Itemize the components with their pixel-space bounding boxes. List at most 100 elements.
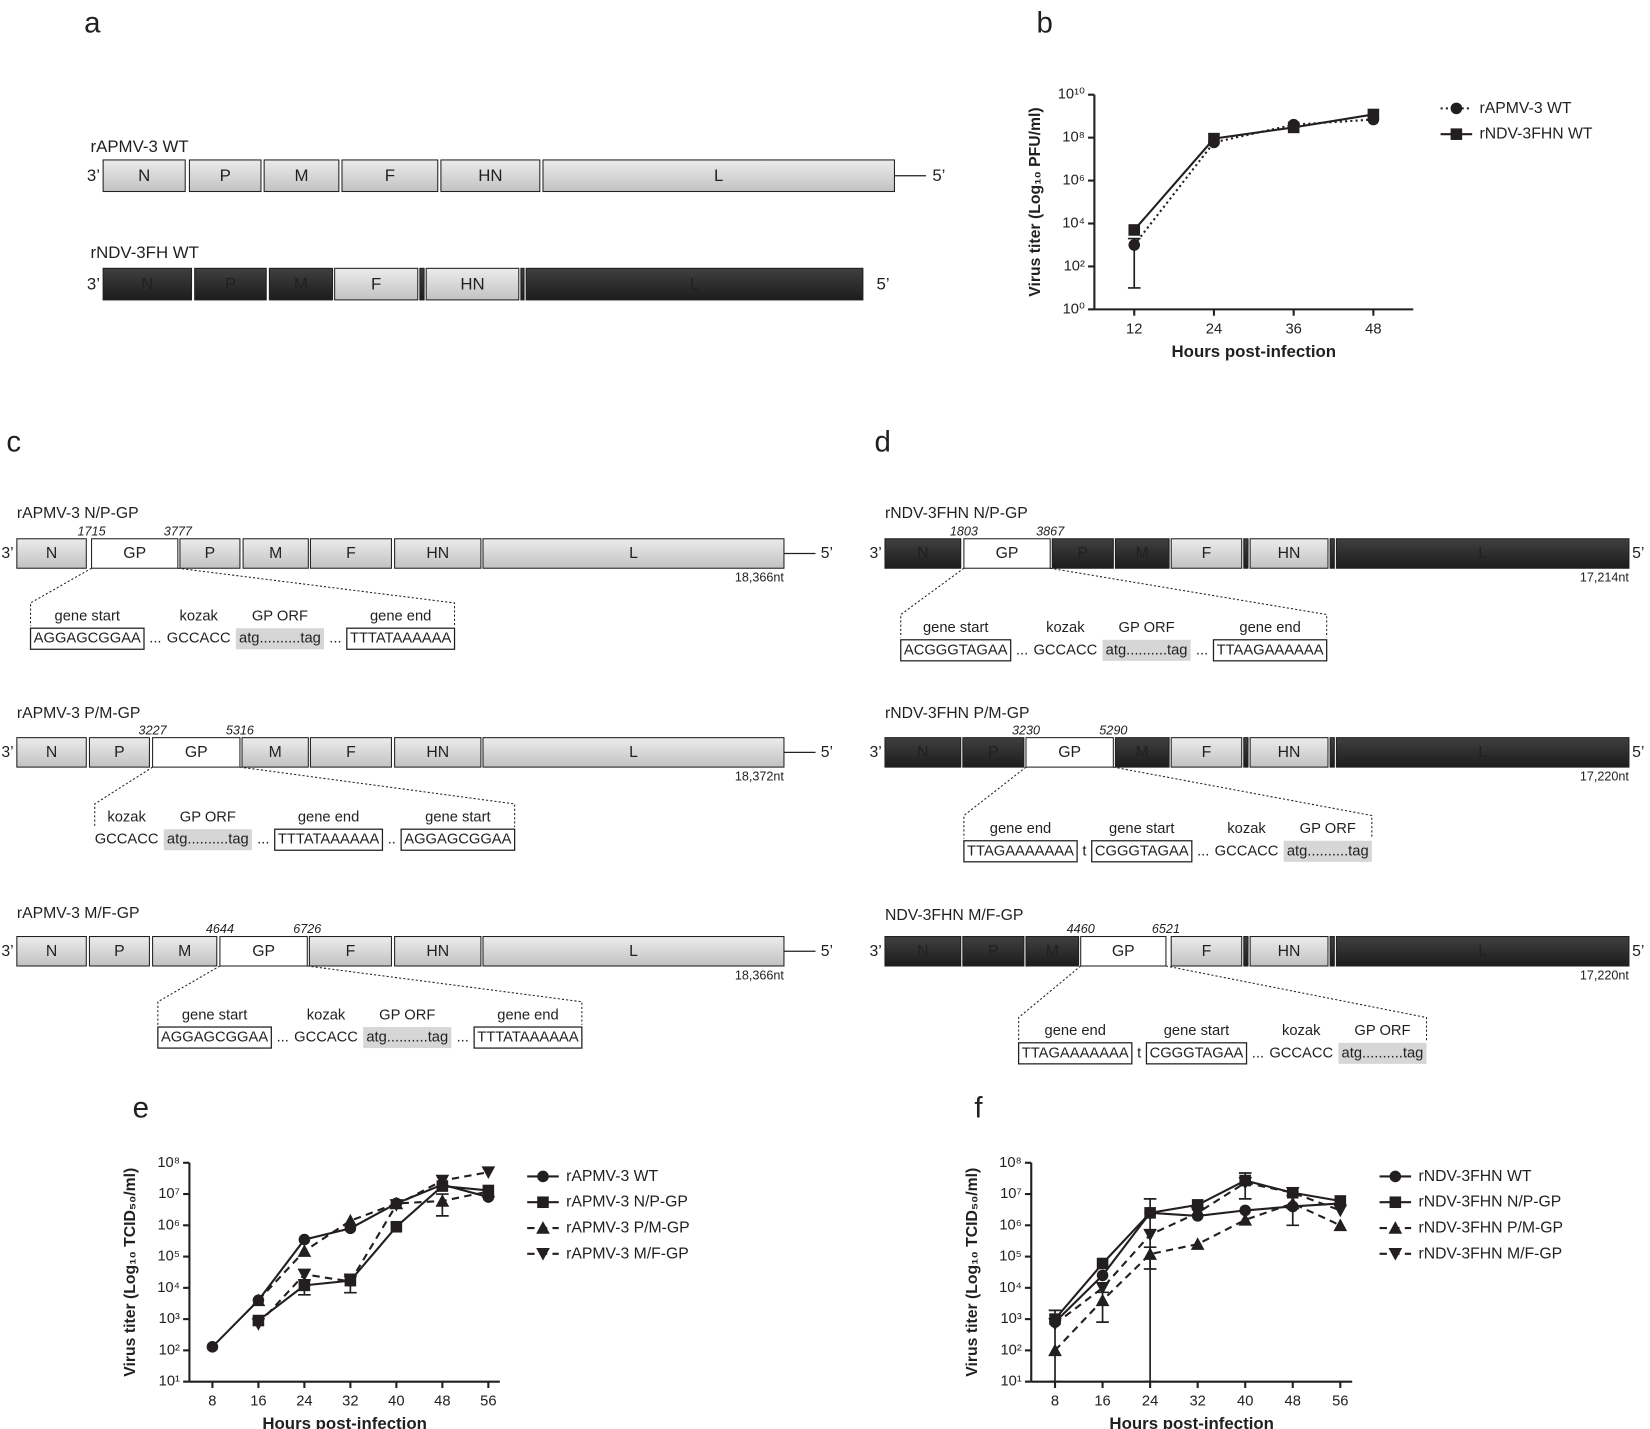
gene-segment xyxy=(16,538,87,569)
gene-label: N xyxy=(917,943,928,960)
gene-segment xyxy=(482,737,785,768)
gene-label: F xyxy=(1202,943,1212,960)
series-line xyxy=(1133,118,1374,246)
y-tick-label: 10⁶ xyxy=(999,1217,1021,1233)
sequence-box xyxy=(1212,639,1328,662)
gene-label: N xyxy=(46,545,57,562)
construct-name: rNDV-3FH WT xyxy=(91,243,199,262)
sequence-box xyxy=(274,828,384,851)
gene-segment xyxy=(309,737,392,768)
sequence-label: kozak xyxy=(1227,821,1266,837)
data-point xyxy=(1190,1207,1205,1220)
sequence-text: ... xyxy=(1197,843,1209,859)
sequence-label: GP ORF xyxy=(252,609,308,625)
gene-label: HN xyxy=(478,166,502,185)
sequence-text: GCCACC xyxy=(167,631,231,647)
data-point xyxy=(481,1184,496,1198)
gene-segment xyxy=(1335,737,1630,768)
data-point xyxy=(435,1194,450,1207)
y-tick-label: 10³ xyxy=(1000,1311,1021,1327)
data-point xyxy=(1048,1318,1062,1331)
x-tick-label: 16 xyxy=(250,1394,266,1410)
legend-label: rNDV-3FHN M/F-GP xyxy=(1418,1245,1562,1262)
five-prime-end: 5’ xyxy=(821,943,833,960)
five-prime-end: 5’ xyxy=(1632,545,1644,562)
insert-position: 5316 xyxy=(226,723,255,737)
gene-label: N xyxy=(46,744,57,761)
data-point xyxy=(343,1275,358,1289)
gene-label: M xyxy=(1136,744,1149,761)
construct-name: rNDV-3FHN P/M-GP xyxy=(885,705,1030,722)
sequence-label: kozak xyxy=(1046,620,1085,636)
gene-label: P xyxy=(988,943,999,960)
panel-letter: c xyxy=(6,425,21,458)
gene-segment xyxy=(308,936,392,967)
sequence-label: gene start xyxy=(1164,1023,1229,1039)
insert-position: 1715 xyxy=(78,524,107,538)
sequence-text: ... xyxy=(257,832,269,848)
gene-segment xyxy=(482,538,785,569)
sequence-box xyxy=(346,627,456,650)
data-point xyxy=(1285,1186,1300,1200)
construct-name: rAPMV-3 WT xyxy=(91,137,189,156)
legend-marker xyxy=(537,1170,549,1183)
gene-label: N xyxy=(141,275,153,294)
gene-segment xyxy=(1329,737,1335,768)
x-tick-label: 16 xyxy=(1094,1394,1110,1410)
sequence-text: ... xyxy=(277,1030,289,1046)
three-prime-end: 3’ xyxy=(87,275,100,294)
sequence-label: gene end xyxy=(298,810,359,826)
sequence-label: gene end xyxy=(370,609,431,625)
gene-label: M xyxy=(269,744,282,761)
x-tick-label: 56 xyxy=(1332,1394,1348,1410)
insert-position: 4644 xyxy=(206,922,234,936)
gene-segment xyxy=(194,267,267,301)
gene-segment xyxy=(1329,936,1335,967)
gene-label: P xyxy=(988,744,999,761)
callout-connector xyxy=(1050,567,1328,638)
legend-marker xyxy=(1388,1248,1403,1261)
legend-marker xyxy=(1388,1221,1403,1234)
genome-length: 17,220nt xyxy=(1580,770,1630,784)
data-point xyxy=(1128,224,1141,236)
data-point xyxy=(206,1341,219,1353)
gene-label: L xyxy=(629,943,638,960)
gene-segment xyxy=(1335,936,1630,967)
gene-segment xyxy=(520,267,525,301)
sequence-text: atg..........tag xyxy=(167,832,249,848)
sequence-text: TTAAGAAAAAA xyxy=(1217,642,1324,658)
gene-label: GP xyxy=(123,545,146,562)
construct-name: rAPMV-3 P/M-GP xyxy=(17,705,141,722)
gene-segment xyxy=(152,737,241,768)
gene-segment xyxy=(1080,936,1167,967)
y-tick-label: 10² xyxy=(1064,258,1085,274)
sequence-text: CGGGTAGAA xyxy=(1095,843,1189,859)
data-point xyxy=(1238,1176,1253,1190)
gene-segment xyxy=(1243,538,1249,569)
sequence-text: GCCACC xyxy=(1269,1045,1333,1061)
gene-label: P xyxy=(1078,545,1089,562)
y-tick-label: 10¹⁰ xyxy=(1058,87,1085,103)
y-tick-label: 10² xyxy=(1000,1342,1021,1358)
gene-label: F xyxy=(371,275,381,294)
data-point xyxy=(251,1293,266,1307)
sequence-text: atg..........tag xyxy=(1342,1045,1424,1061)
sequence-label: gene end xyxy=(497,1007,558,1023)
gene-label: P xyxy=(205,545,216,562)
gene-label: HN xyxy=(1278,943,1301,960)
gene-label: HN xyxy=(1278,744,1301,761)
panel-letter: f xyxy=(974,1092,983,1125)
gene-label: P xyxy=(114,744,125,761)
orf-shade xyxy=(163,829,252,851)
data-point xyxy=(1143,1247,1157,1260)
gene-segment xyxy=(88,737,150,768)
gene-label: N xyxy=(917,545,928,562)
panel-letter: b xyxy=(1037,7,1053,40)
x-tick-label: 8 xyxy=(208,1394,216,1410)
legend-label: rAPMV-3 WT xyxy=(566,1168,658,1185)
gene-label: N xyxy=(46,943,57,960)
callout-connector xyxy=(1113,766,1373,839)
y-tick-label: 10⁸ xyxy=(999,1155,1022,1171)
gene-segment xyxy=(309,538,392,569)
gene-label: HN xyxy=(460,275,484,294)
